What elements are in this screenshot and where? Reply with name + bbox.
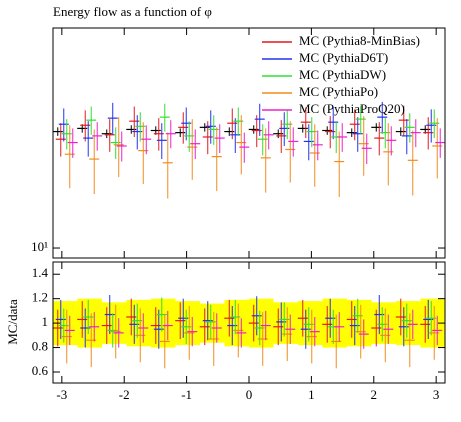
- y-tick-label: 1: [42, 314, 49, 329]
- x-tick-label: -2: [119, 387, 130, 402]
- y-tick-label: 10¹: [31, 239, 48, 254]
- data-band: [77, 298, 102, 348]
- x-tick-label: -3: [56, 387, 67, 402]
- legend-label: MC (PythiaProQ20): [299, 101, 405, 116]
- y-tick-label: 1.2: [32, 290, 48, 305]
- x-tick-label: 2: [371, 387, 378, 402]
- x-tick-label: 1: [308, 387, 315, 402]
- legend-label: MC (PythiaD6T): [299, 50, 388, 65]
- data-band: [322, 298, 347, 348]
- data-band: [151, 298, 176, 348]
- data-band: [175, 301, 200, 346]
- legend-label: MC (PythiaDW): [299, 67, 386, 82]
- y-tick-label: 0.6: [32, 363, 49, 378]
- data-band: [371, 302, 397, 344]
- x-tick-label: 3: [433, 387, 440, 402]
- data-band: [200, 303, 225, 343]
- data-band: [396, 301, 421, 346]
- data-band: [126, 299, 152, 347]
- y-axis-label: MC/data: [5, 299, 20, 345]
- x-tick-label: -1: [181, 387, 192, 402]
- legend-label: MC (PythiaPo): [299, 84, 378, 99]
- chart-title: Energy flow as a function of φ: [53, 4, 212, 19]
- top-plot: [53, 101, 445, 199]
- data-band: [224, 299, 250, 347]
- data-band: [101, 302, 127, 344]
- x-tick-label: 0: [246, 387, 253, 402]
- data-band: [273, 302, 298, 344]
- legend-label: MC (Pythia8-MinBias): [299, 33, 420, 48]
- ratio-plot: [53, 295, 445, 369]
- y-tick-label: 0.8: [32, 339, 48, 354]
- data-band: [346, 299, 372, 347]
- data-band: [298, 301, 323, 346]
- axes: 10¹ MC (Pythia8-MinBias) MC (PythiaD6T) MC …: [31, 27, 446, 402]
- y-tick-label: 1.4: [32, 265, 49, 280]
